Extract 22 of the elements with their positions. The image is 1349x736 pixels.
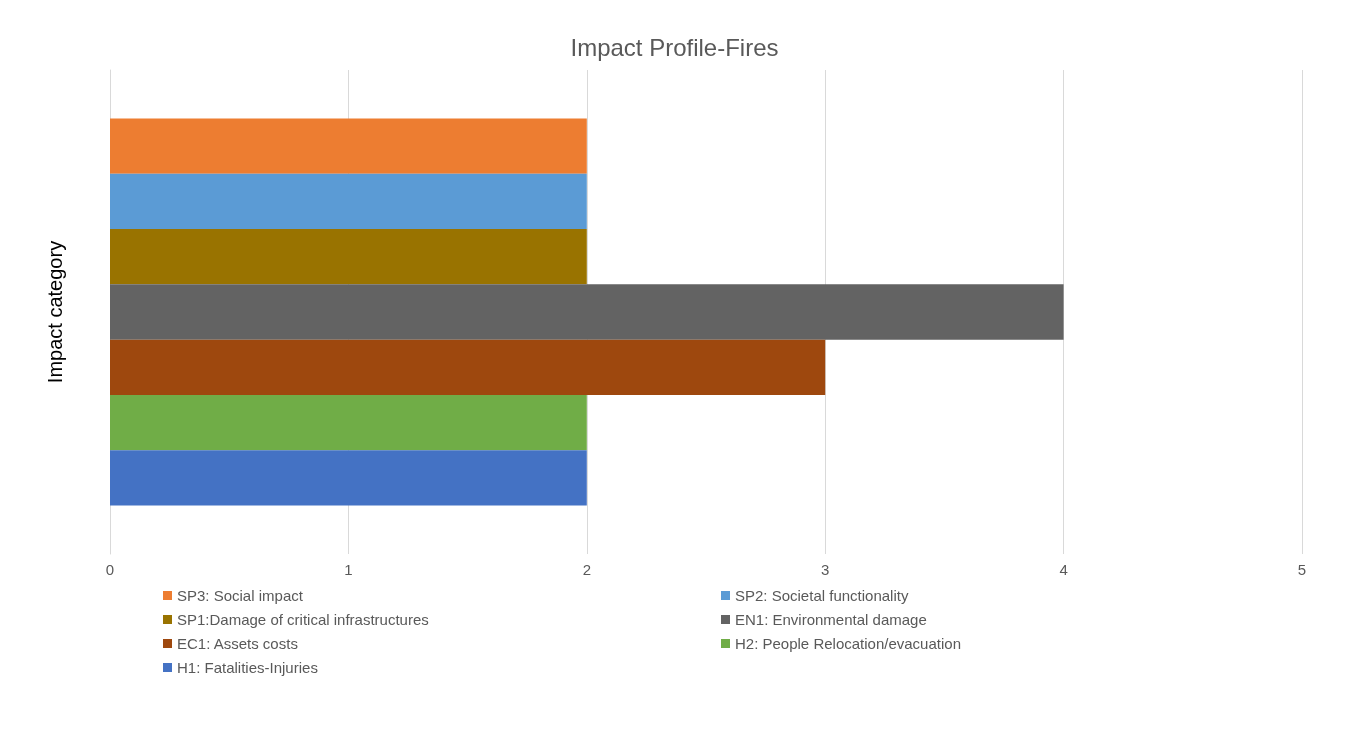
x-tick-label: 4 — [1059, 561, 1068, 578]
bar — [110, 229, 587, 285]
legend-label: SP2: Societal functionality — [735, 587, 909, 604]
bar — [110, 339, 826, 395]
legend-label: SP1:Damage of critical infrastructures — [177, 611, 429, 628]
bar — [110, 450, 587, 506]
bar — [110, 173, 587, 230]
legend-label: EN1: Environmental damage — [735, 611, 927, 628]
bar — [110, 118, 587, 174]
y-axis-title: Impact category — [44, 240, 66, 384]
bar — [110, 284, 1064, 340]
x-tick-label: 2 — [582, 561, 591, 578]
x-tick-label: 0 — [105, 561, 115, 578]
legend-label: H1: Fatalities-Injuries — [177, 659, 318, 676]
x-tick-label: 5 — [1297, 561, 1307, 578]
chart-title: Impact Profile-Fires — [570, 33, 779, 61]
bar — [110, 394, 587, 451]
x-tick-label: 3 — [821, 561, 830, 578]
legend-label: SP3: Social impact — [177, 587, 304, 604]
legend-label: EC1: Assets costs — [177, 635, 298, 652]
legend-label: H2: People Relocation/evacuation — [735, 635, 961, 652]
x-tick-label: 1 — [344, 561, 353, 578]
